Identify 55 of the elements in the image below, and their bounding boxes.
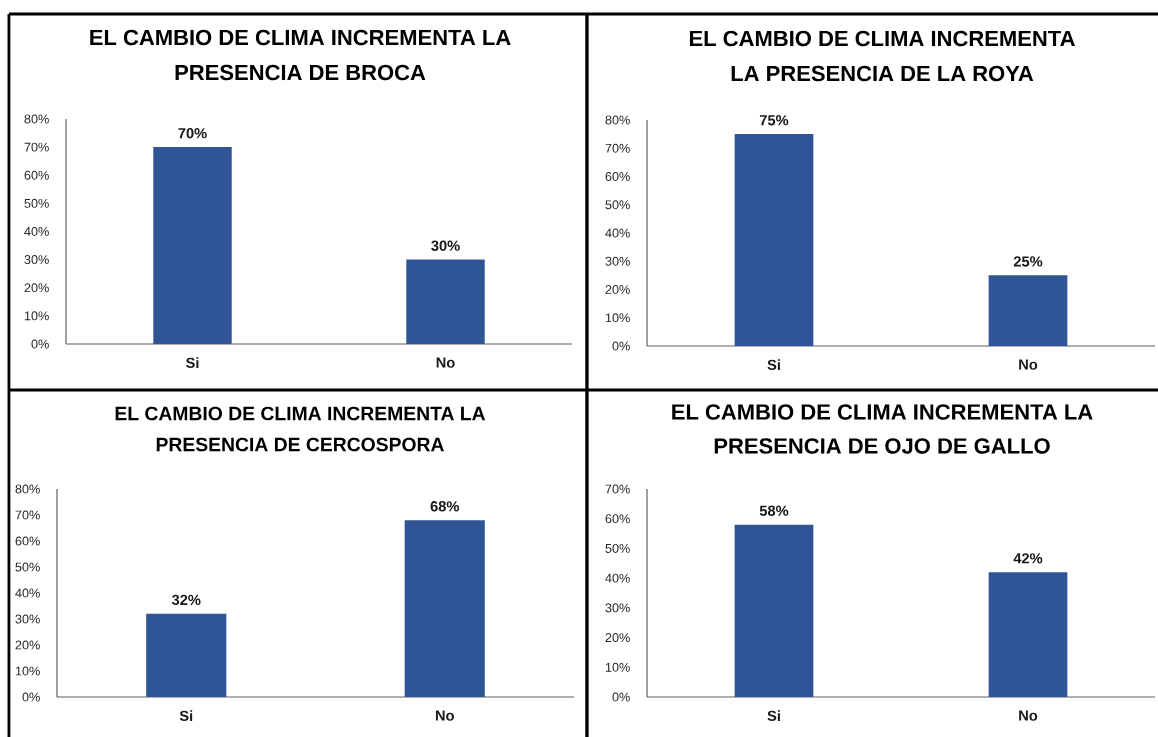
y-tick-label: 20% — [15, 640, 40, 650]
x-tick-label: Si — [185, 357, 199, 369]
y-tick-label: 10% — [605, 662, 630, 672]
data-label: 68% — [430, 501, 460, 512]
y-tick-label: 0% — [22, 692, 40, 702]
y-tick-label: 60% — [605, 514, 630, 524]
chart-title: EL CAMBIO DE CLIMA INCREMENTA LA PRESENCIA DE CERCOSPORA — [115, 406, 486, 452]
data-label: 32% — [171, 594, 201, 606]
x-tick-label: Si — [767, 710, 780, 722]
y-tick-label: 40% — [605, 228, 630, 238]
y-tick-label: 60% — [24, 170, 49, 180]
y-tick-label: 0% — [612, 692, 630, 702]
chart-title: EL CAMBIO DE CLIMA INCREMENTA LA PRESENCIA DE OJO DE GALLO — [672, 404, 1093, 454]
data-label: 30% — [431, 240, 460, 251]
y-tick-label: 10% — [15, 666, 40, 676]
y-tick-label: 60% — [15, 536, 40, 546]
y-tick-label: 70% — [605, 143, 630, 153]
x-tick-label: No — [1019, 359, 1038, 370]
y-tick-label: 20% — [605, 633, 630, 643]
data-label: 42% — [1013, 553, 1043, 564]
y-tick-label: 70% — [15, 510, 40, 520]
data-label: 25% — [1013, 256, 1043, 267]
y-tick-label: 70% — [605, 484, 630, 494]
x-tick-label: Si — [767, 359, 780, 371]
chart-title: EL CAMBIO DE CLIMA INCREMENTA LA PRESENCIA DE BROCA — [90, 29, 511, 81]
y-tick-label: 50% — [15, 562, 40, 572]
y-tick-label: 40% — [605, 573, 630, 583]
data-label: 75% — [759, 115, 789, 126]
y-tick-label: 20% — [605, 285, 630, 294]
y-tick-label: 20% — [24, 283, 49, 293]
y-tick-label: 70% — [24, 142, 49, 152]
y-tick-label: 50% — [605, 200, 630, 210]
data-label: 58% — [759, 505, 789, 516]
y-tick-label: 60% — [605, 172, 630, 181]
chart-title: EL CAMBIO DE CLIMA INCREMENTA LA PRESENCIA DE LA ROYA — [689, 30, 1075, 82]
y-tick-label: 80% — [15, 484, 40, 494]
x-tick-label: No — [436, 357, 455, 368]
y-tick-label: 10% — [24, 311, 49, 321]
y-tick-label: 80% — [605, 115, 630, 125]
y-tick-label: 50% — [605, 543, 630, 553]
data-label: 70% — [178, 128, 207, 139]
y-tick-label: 50% — [24, 198, 49, 208]
y-tick-label: 30% — [24, 255, 49, 265]
y-tick-label: 30% — [605, 603, 630, 613]
y-tick-label: 10% — [605, 313, 630, 323]
y-tick-label: 30% — [605, 256, 630, 266]
y-tick-label: 40% — [24, 227, 49, 236]
y-tick-label: 0% — [612, 341, 630, 351]
x-tick-label: Si — [179, 710, 193, 722]
y-tick-label: 30% — [15, 614, 40, 624]
x-tick-label: No — [1019, 710, 1038, 721]
y-tick-label: 80% — [24, 114, 49, 124]
y-tick-label: 0% — [31, 339, 49, 349]
y-tick-label: 40% — [15, 588, 40, 598]
x-tick-label: No — [435, 710, 454, 721]
